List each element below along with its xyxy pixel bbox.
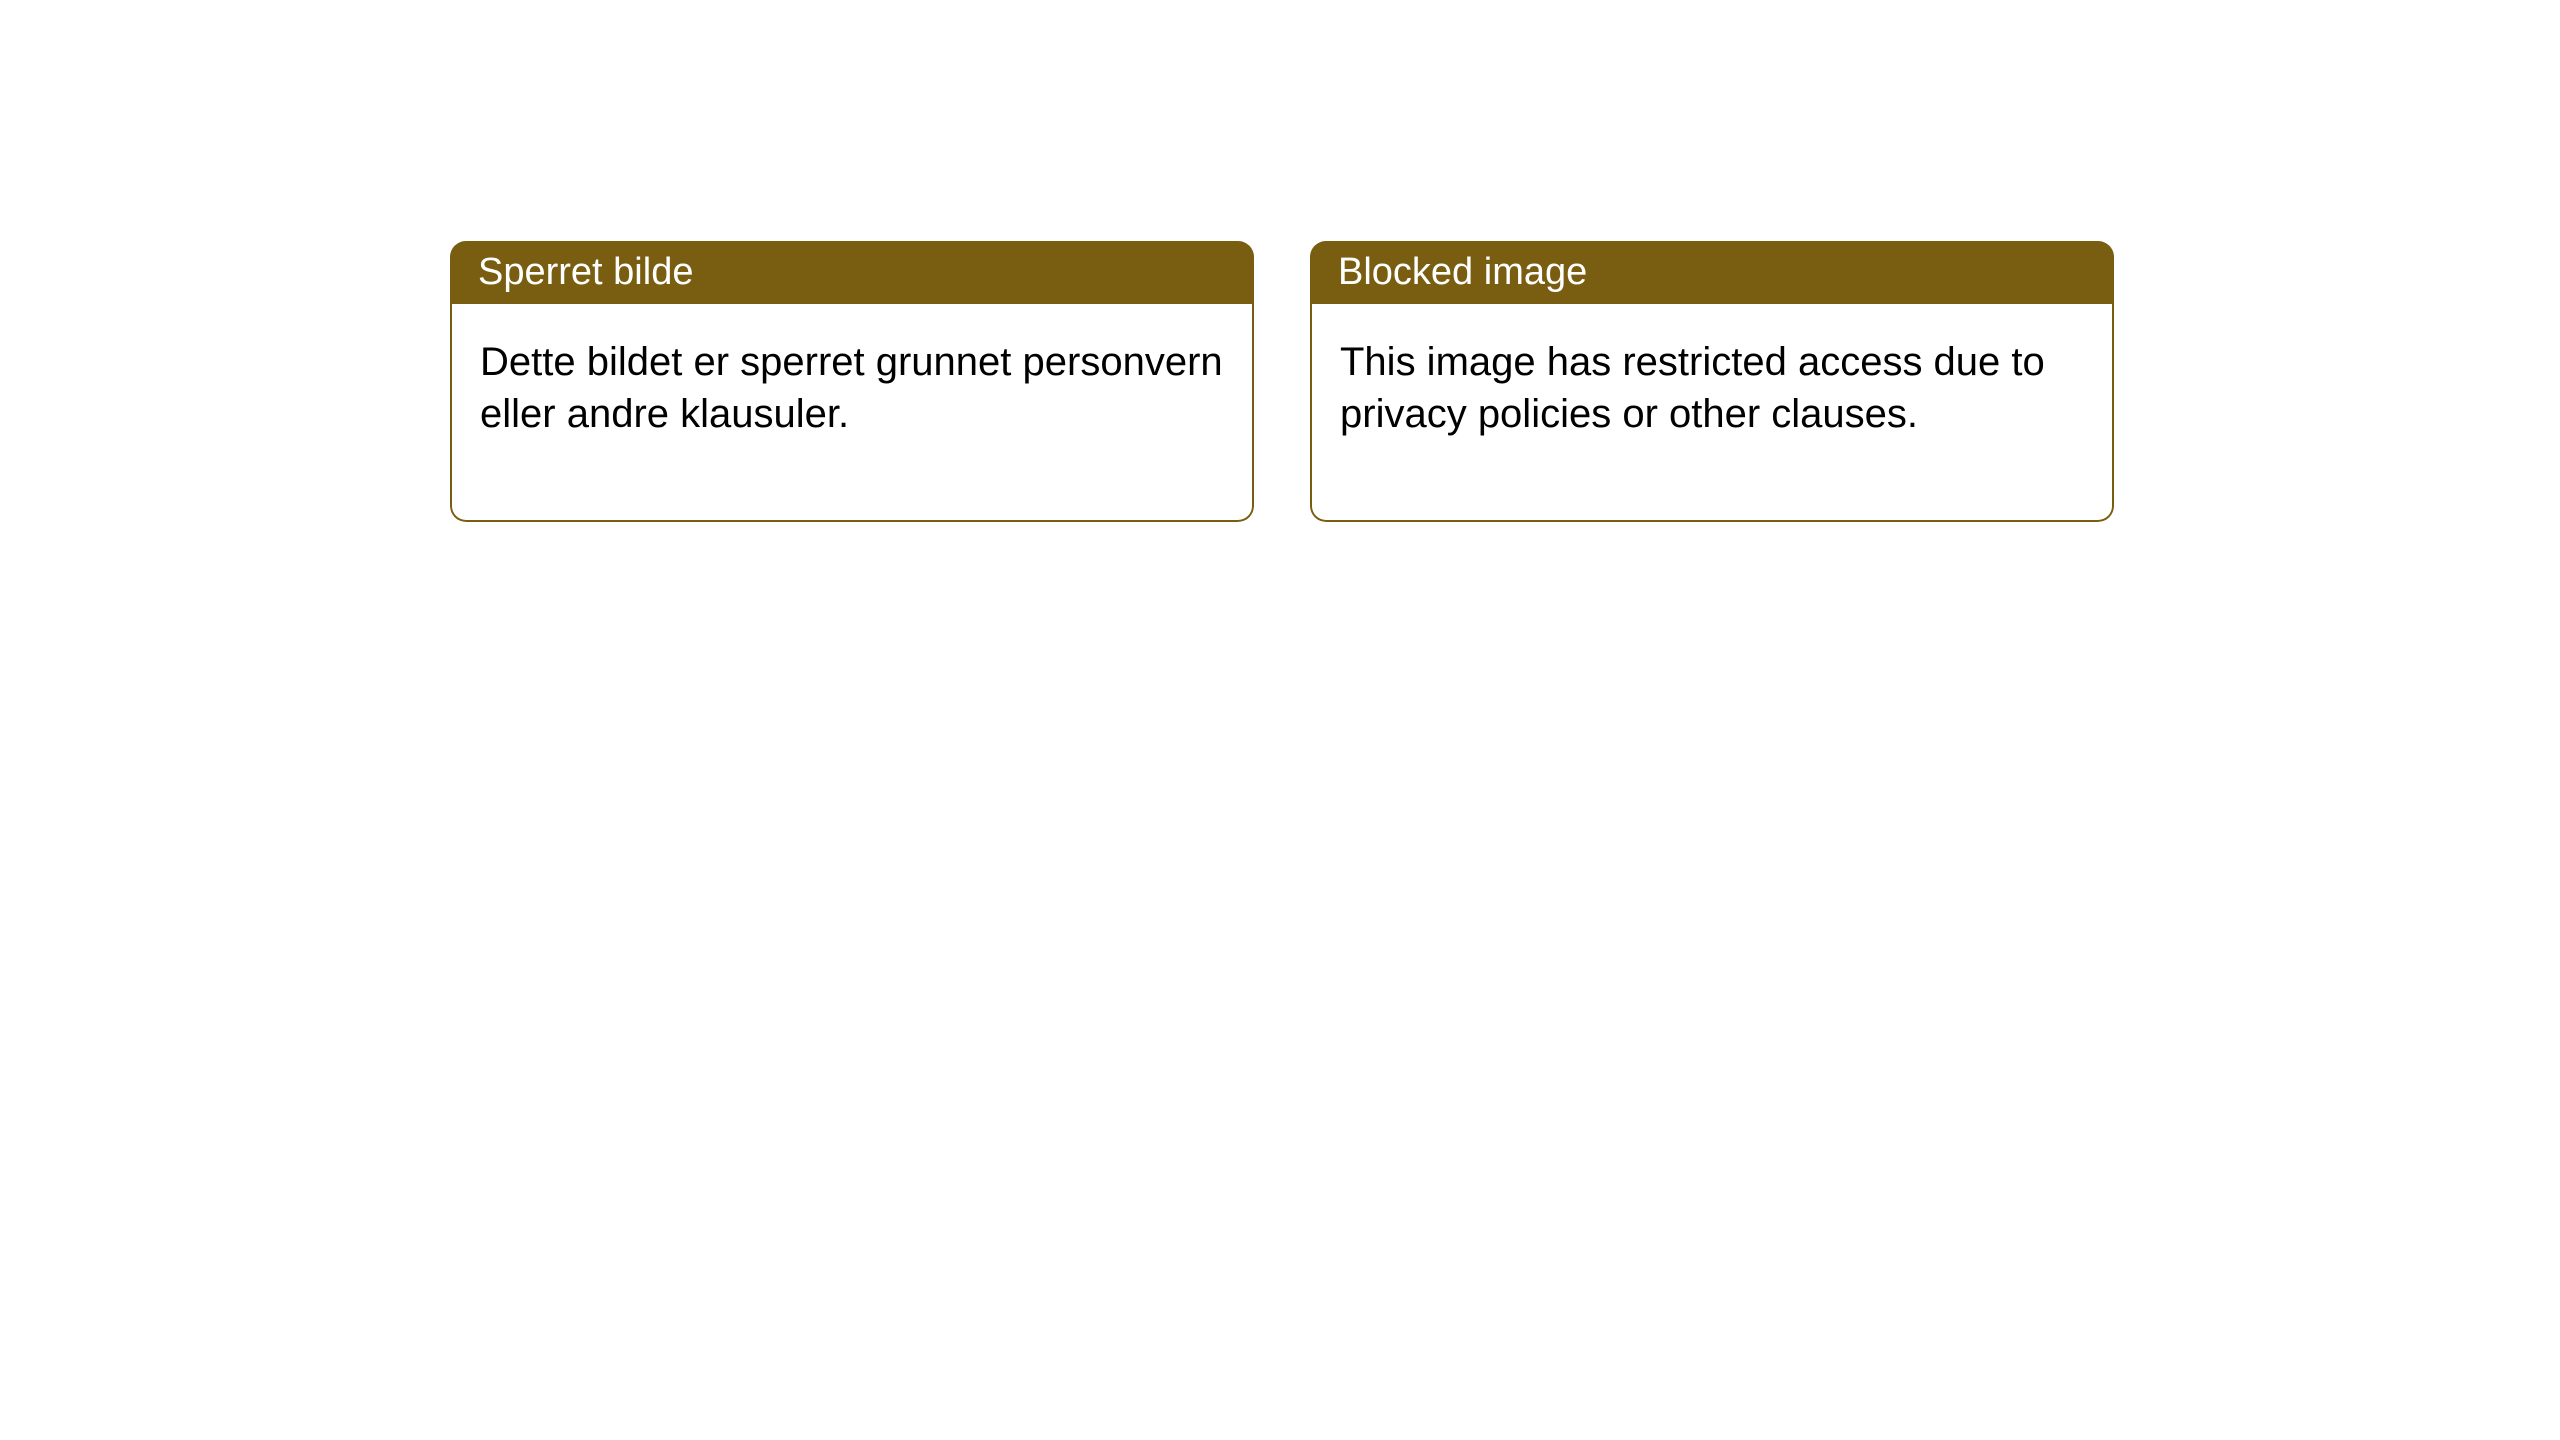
notice-card-title: Blocked image <box>1310 241 2114 304</box>
notice-container: Sperret bilde Dette bildet er sperret gr… <box>450 241 2114 522</box>
notice-card-title: Sperret bilde <box>450 241 1254 304</box>
notice-card-body: This image has restricted access due to … <box>1310 304 2114 522</box>
notice-card-en: Blocked image This image has restricted … <box>1310 241 2114 522</box>
notice-card-body: Dette bildet er sperret grunnet personve… <box>450 304 1254 522</box>
notice-card-no: Sperret bilde Dette bildet er sperret gr… <box>450 241 1254 522</box>
